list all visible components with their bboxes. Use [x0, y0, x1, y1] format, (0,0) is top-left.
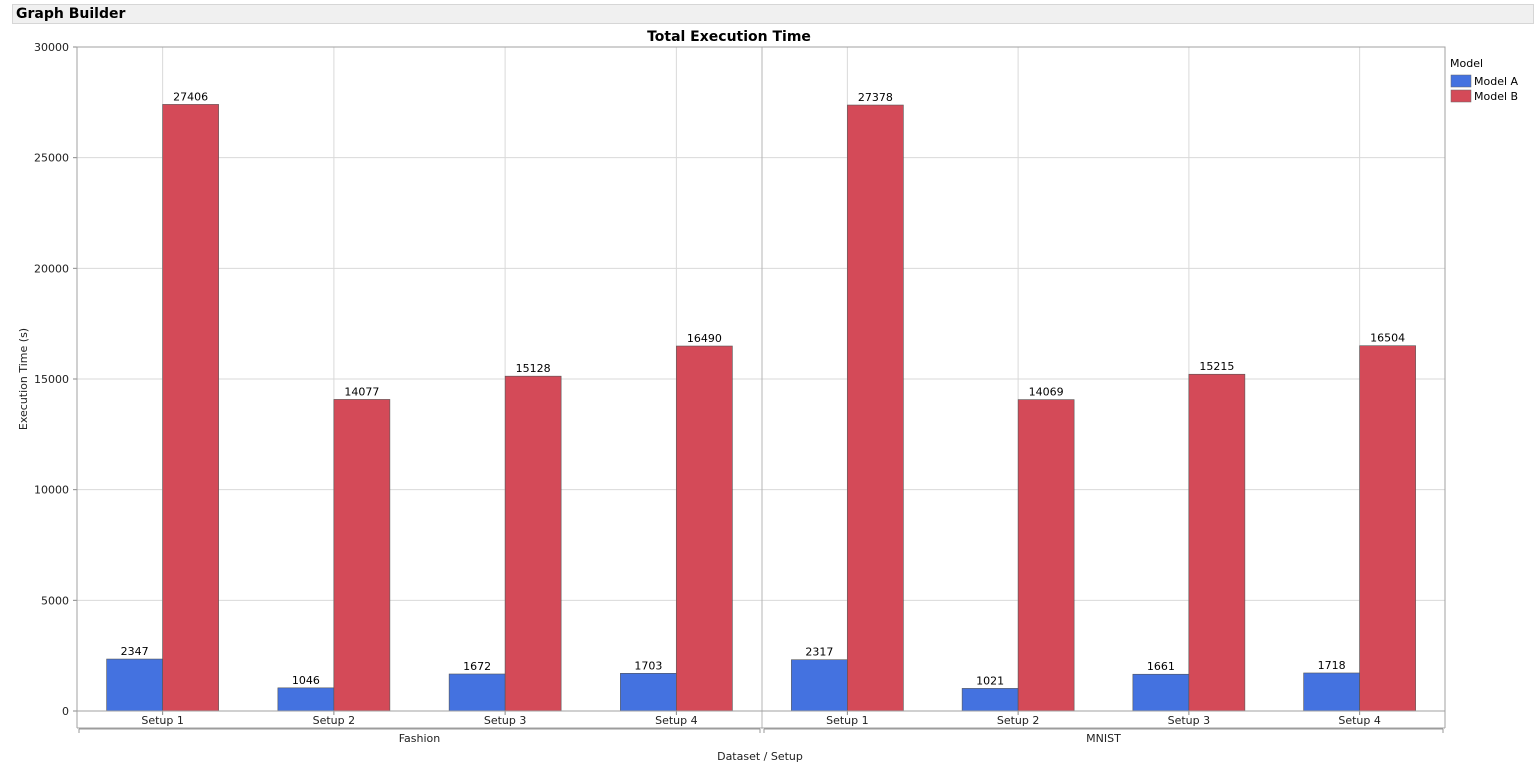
bar-data-label: 27378: [858, 91, 893, 104]
y-tick-label: 25000: [34, 152, 69, 165]
y-tick-label: 0: [62, 705, 69, 718]
legend-title: Model: [1450, 57, 1483, 70]
x-tick-label: Setup 4: [655, 714, 698, 727]
y-tick-label: 30000: [34, 41, 69, 54]
y-tick-label: 10000: [34, 484, 69, 497]
x-tick-label: Setup 3: [1168, 714, 1211, 727]
x-axis-title: Dataset / Setup: [717, 750, 803, 763]
legend-label-model-b: Model B: [1474, 90, 1518, 103]
chart-title: Total Execution Time: [647, 29, 811, 45]
y-tick-label: 15000: [34, 373, 69, 386]
bar-model-a: [1132, 673, 1190, 712]
legend-label-model-a: Model A: [1474, 75, 1519, 88]
bar-model-b: [504, 375, 562, 712]
bar-data-label: 14077: [344, 385, 379, 398]
bar-model-a: [791, 659, 848, 712]
bar-data-label: 2317: [805, 646, 833, 659]
plot-frame: [76, 46, 1446, 712]
bar-model-a: [961, 688, 1019, 712]
bar-model-a: [448, 673, 506, 712]
x-tick-label: Setup 1: [141, 714, 184, 727]
x-tick-label: Setup 2: [313, 714, 356, 727]
group-label: MNIST: [1086, 732, 1121, 745]
y-tick-label: 20000: [34, 262, 69, 275]
bar-data-label: 1661: [1147, 660, 1175, 673]
bar-model-b: [1359, 345, 1416, 712]
graph-builder-title-bar: Graph Builder: [12, 4, 1534, 24]
bar-model-b: [676, 345, 733, 712]
y-tick-label: 5000: [41, 594, 69, 607]
bar-data-label: 15215: [1199, 360, 1234, 373]
bar-model-a: [1303, 672, 1360, 712]
bar-model-b: [162, 104, 219, 712]
x-tick-label: Setup 1: [826, 714, 869, 727]
bar-data-label: 16504: [1370, 332, 1405, 345]
bar-model-b: [1188, 373, 1246, 712]
x-tick-label: Setup 4: [1338, 714, 1381, 727]
group-label: Fashion: [399, 732, 441, 745]
bar-model-a: [106, 658, 163, 712]
bar-model-b: [333, 399, 391, 712]
bar-model-a: [277, 687, 335, 712]
bar-data-label: 1672: [463, 660, 491, 673]
bar-model-b: [1017, 399, 1075, 712]
bar-data-label: 15128: [516, 362, 551, 375]
bar-model-b: [847, 104, 904, 712]
legend-swatch-model-a: [1450, 74, 1472, 88]
bar-model-a: [620, 673, 677, 712]
y-axis-title: Execution Time (s): [17, 328, 30, 430]
bar-data-label: 1718: [1318, 659, 1346, 672]
bar-data-label: 16490: [687, 332, 722, 345]
x-tick-label: Setup 3: [484, 714, 527, 727]
bar-data-label: 1703: [634, 659, 662, 672]
bar-data-label: 1021: [976, 674, 1004, 687]
window-title: Graph Builder: [16, 6, 126, 22]
legend-swatch-model-b: [1450, 89, 1472, 103]
bar-data-label: 2347: [121, 645, 149, 658]
bar-data-label: 1046: [292, 674, 320, 687]
bar-data-label: 14069: [1029, 386, 1064, 399]
x-tick-label: Setup 2: [997, 714, 1040, 727]
bar-data-label: 27406: [173, 90, 208, 103]
